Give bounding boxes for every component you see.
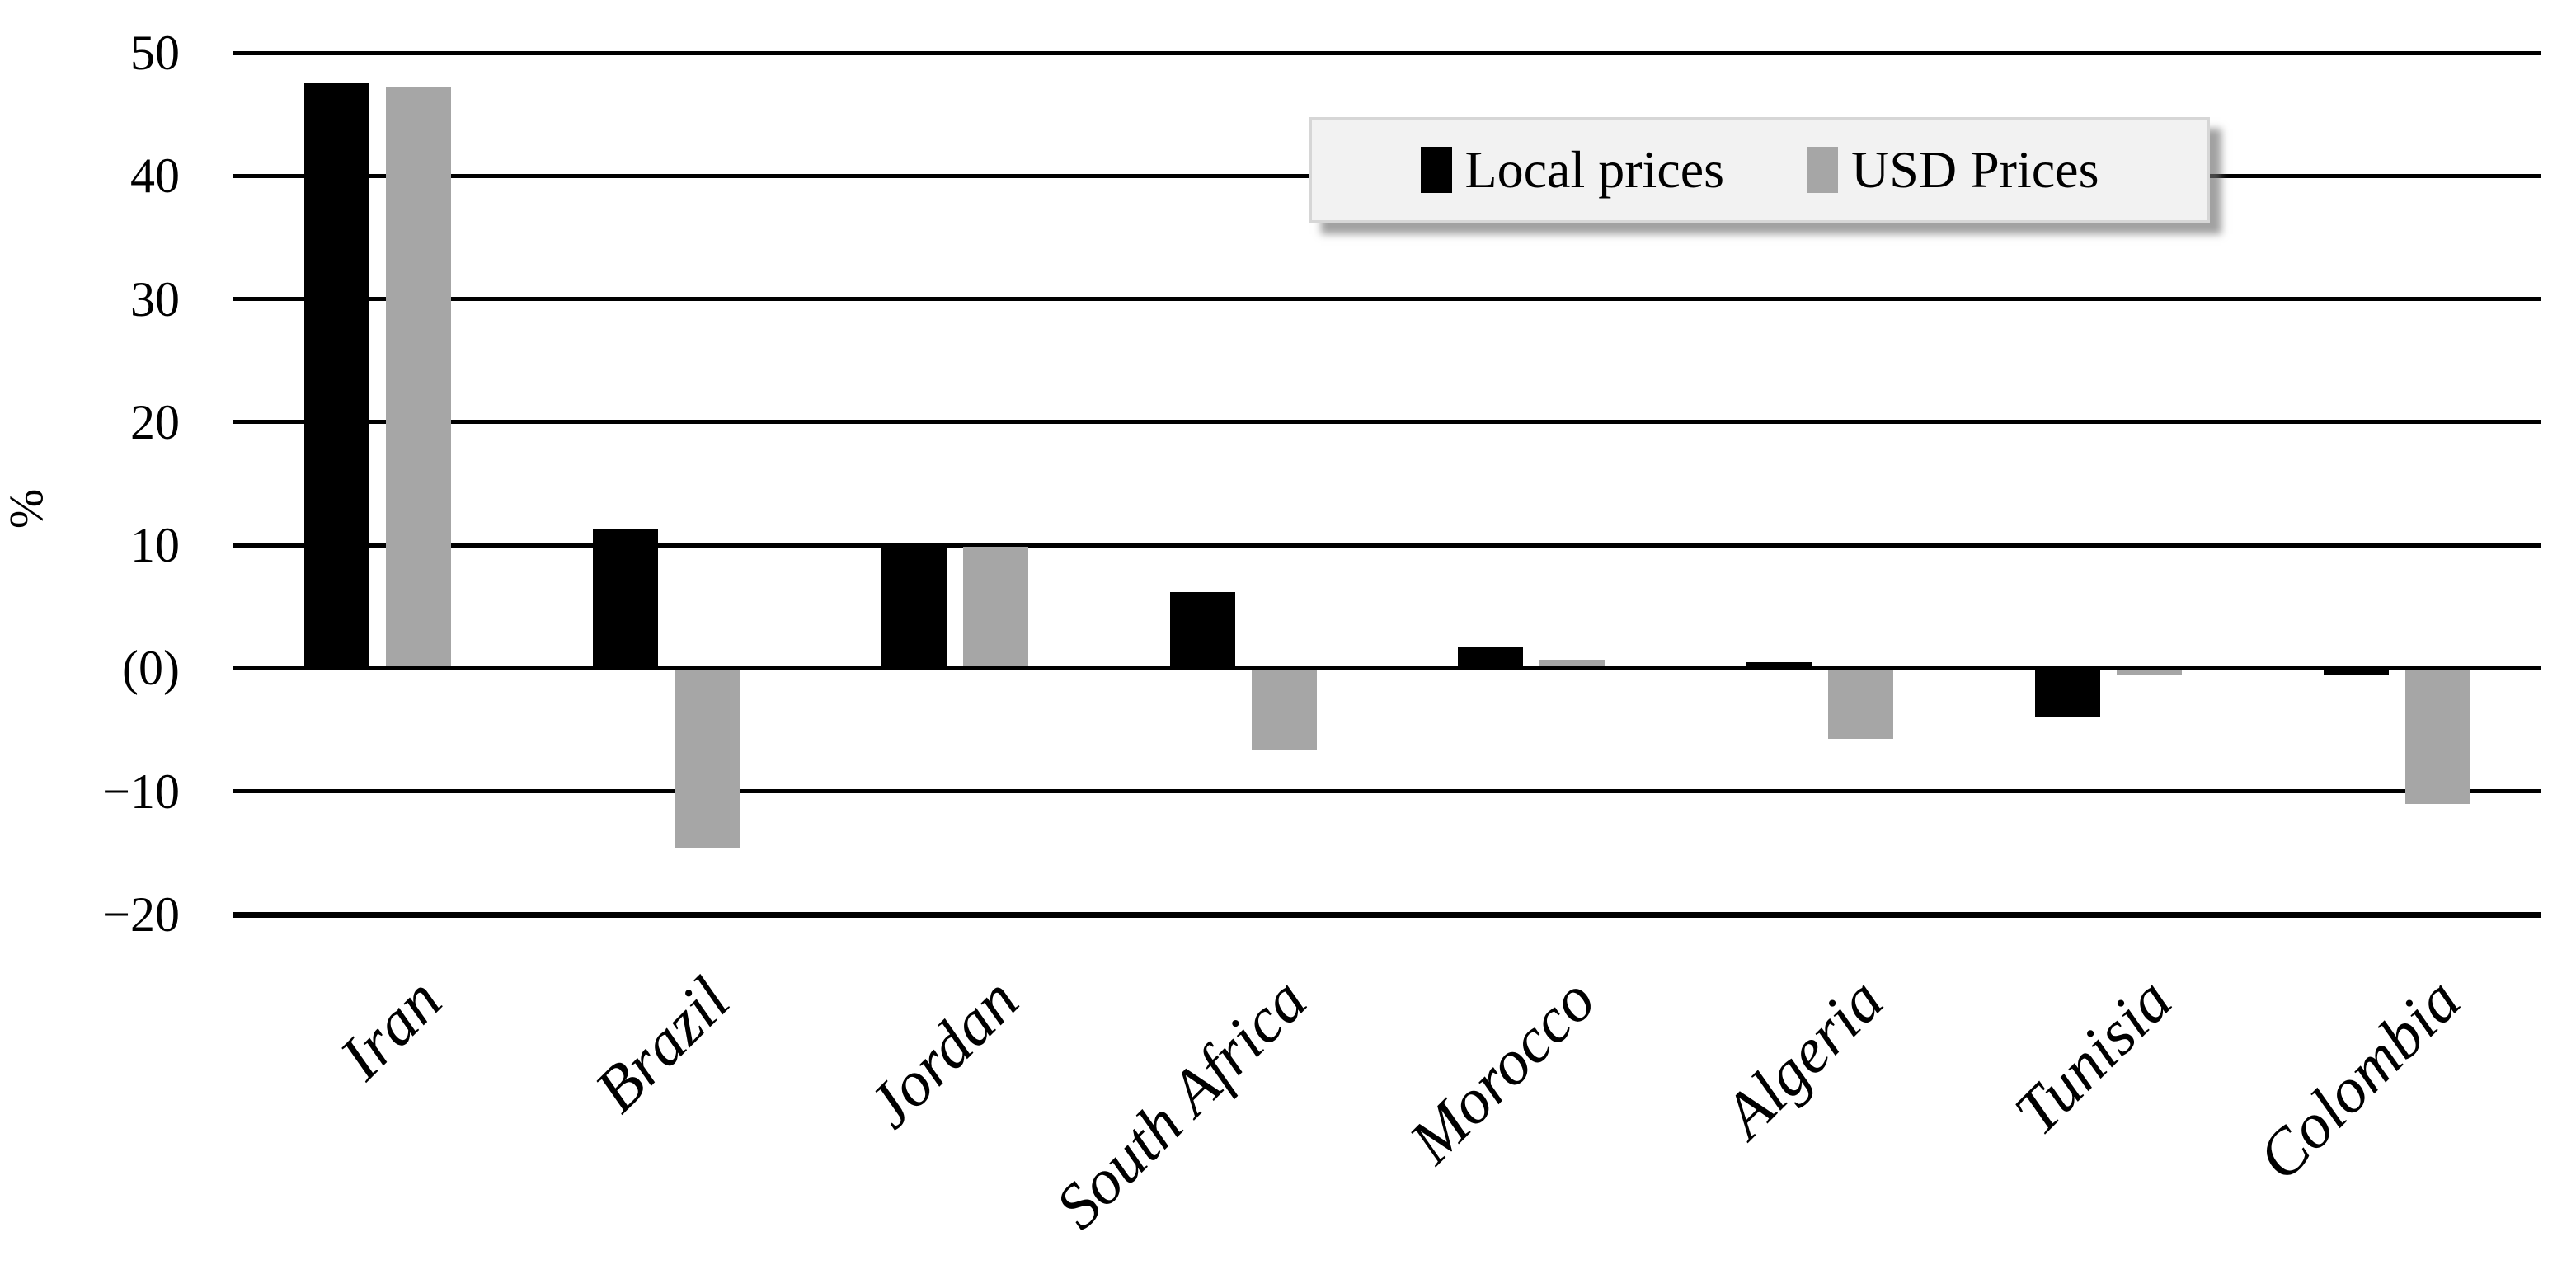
bar-south-africa-local-prices	[1169, 591, 1235, 669]
bar-colombia-local-prices	[2324, 668, 2390, 675]
bar-brazil-local-prices	[592, 529, 658, 669]
y-tick-label-30: 30	[130, 271, 180, 327]
bar-jordan-usd-prices	[962, 546, 1028, 669]
bar-iran-usd-prices	[385, 87, 451, 669]
y-tick-label--10: −10	[102, 764, 180, 819]
legend-item-local-prices: Local prices	[1420, 140, 1725, 199]
bar-algeria-local-prices	[1746, 661, 1812, 669]
gridline--20	[233, 911, 2541, 918]
x-label-tunisia: Tunisia	[2000, 963, 2186, 1149]
y-tick-label-0: (0)	[122, 641, 180, 696]
x-label-iran: Iran	[325, 963, 454, 1093]
bar-algeria-usd-prices	[1828, 668, 1894, 739]
bar-tunisia-usd-prices	[2117, 668, 2183, 676]
bar-iran-local-prices	[303, 83, 369, 669]
x-label-south-africa: South Africa	[1041, 963, 1320, 1243]
x-label-jordan: Jordan	[853, 963, 1032, 1142]
gridline-50	[233, 50, 2541, 55]
bar-morocco-local-prices	[1458, 647, 1524, 669]
gridline-10	[233, 543, 2541, 548]
bar-tunisia-local-prices	[2035, 668, 2101, 718]
usd-prices-swatch-icon	[1807, 147, 1839, 193]
legend: Local prices USD Prices	[1309, 117, 2210, 223]
bar-brazil-usd-prices	[674, 668, 740, 849]
legend-label-local-prices: Local prices	[1464, 140, 1725, 199]
gridline--10	[233, 789, 2541, 794]
x-label-brazil: Brazil	[581, 963, 743, 1126]
y-tick-label-50: 50	[130, 26, 180, 80]
y-tick-label-20: 20	[130, 394, 180, 449]
x-label-colombia: Colombia	[2243, 963, 2475, 1194]
legend-label-usd-prices: USD Prices	[1851, 140, 2099, 199]
bar-south-africa-usd-prices	[1251, 668, 1317, 751]
y-tick-label-40: 40	[130, 148, 180, 204]
x-label-morocco: Morocco	[1394, 963, 1609, 1178]
zero-axis-line	[233, 665, 2541, 670]
bar-jordan-local-prices	[881, 545, 947, 669]
y-tick-label--20: −20	[102, 887, 180, 942]
legend-item-usd-prices: USD Prices	[1807, 143, 2099, 196]
x-label-algeria: Algeria	[1709, 963, 1897, 1151]
bar-morocco-usd-prices	[1539, 659, 1605, 669]
bar-colombia-usd-prices	[2405, 668, 2471, 804]
local-prices-swatch-icon	[1420, 147, 1452, 193]
gridline-30	[233, 297, 2541, 302]
gridline-20	[233, 420, 2541, 425]
y-tick-label-10: 10	[130, 518, 180, 573]
